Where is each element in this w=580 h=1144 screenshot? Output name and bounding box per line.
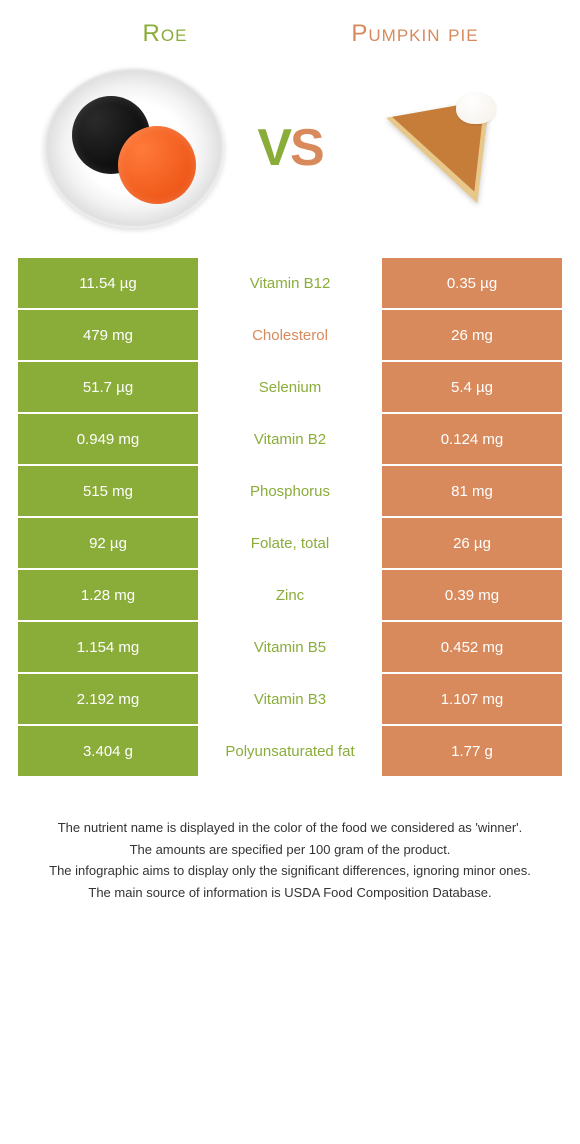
roe-image xyxy=(20,68,247,228)
value-left: 515 mg xyxy=(18,466,198,516)
value-left: 51.7 µg xyxy=(18,362,198,412)
header-titles: Roe Pumpkin pie xyxy=(0,0,580,58)
nutrient-name: Phosphorus xyxy=(198,466,382,516)
nutrient-name: Vitamin B3 xyxy=(198,674,382,724)
value-left: 92 µg xyxy=(18,518,198,568)
nutrient-name: Polyunsaturated fat xyxy=(198,726,382,776)
value-right: 81 mg xyxy=(382,466,562,516)
value-left: 2.192 mg xyxy=(18,674,198,724)
value-right: 0.35 µg xyxy=(382,258,562,308)
footer-line-3: The infographic aims to display only the… xyxy=(30,861,550,881)
value-right: 0.39 mg xyxy=(382,570,562,620)
footer-notes: The nutrient name is displayed in the co… xyxy=(0,778,580,934)
nutrient-row: 1.28 mgZinc0.39 mg xyxy=(18,570,562,622)
images-row: VS xyxy=(0,58,580,258)
nutrient-row: 92 µgFolate, total26 µg xyxy=(18,518,562,570)
value-right: 26 mg xyxy=(382,310,562,360)
nutrient-name: Vitamin B5 xyxy=(198,622,382,672)
value-left: 3.404 g xyxy=(18,726,198,776)
nutrient-name: Vitamin B12 xyxy=(198,258,382,308)
nutrient-table: 11.54 µgVitamin B120.35 µg479 mgCholeste… xyxy=(0,258,580,778)
footer-line-4: The main source of information is USDA F… xyxy=(30,883,550,903)
nutrient-name: Cholesterol xyxy=(198,310,382,360)
nutrient-row: 11.54 µgVitamin B120.35 µg xyxy=(18,258,562,310)
infographic-container: Roe Pumpkin pie VS 11.54 µgVitamin B120.… xyxy=(0,0,580,934)
nutrient-row: 515 mgPhosphorus81 mg xyxy=(18,466,562,518)
value-right: 1.107 mg xyxy=(382,674,562,724)
nutrient-row: 0.949 mgVitamin B20.124 mg xyxy=(18,414,562,466)
nutrient-row: 479 mgCholesterol26 mg xyxy=(18,310,562,362)
nutrient-row: 51.7 µgSelenium5.4 µg xyxy=(18,362,562,414)
vs-label: VS xyxy=(247,118,332,178)
food-title-right: Pumpkin pie xyxy=(290,20,540,48)
nutrient-name: Zinc xyxy=(198,570,382,620)
value-left: 11.54 µg xyxy=(18,258,198,308)
nutrient-name: Vitamin B2 xyxy=(198,414,382,464)
value-right: 0.124 mg xyxy=(382,414,562,464)
value-left: 0.949 mg xyxy=(18,414,198,464)
value-right: 0.452 mg xyxy=(382,622,562,672)
food-title-left: Roe xyxy=(40,20,290,48)
footer-line-2: The amounts are specified per 100 gram o… xyxy=(30,840,550,860)
pie-image xyxy=(333,68,560,228)
nutrient-row: 2.192 mgVitamin B31.107 mg xyxy=(18,674,562,726)
value-right: 26 µg xyxy=(382,518,562,568)
footer-line-1: The nutrient name is displayed in the co… xyxy=(30,818,550,838)
nutrient-name: Selenium xyxy=(198,362,382,412)
value-right: 1.77 g xyxy=(382,726,562,776)
nutrient-name: Folate, total xyxy=(198,518,382,568)
value-left: 1.28 mg xyxy=(18,570,198,620)
nutrient-row: 3.404 gPolyunsaturated fat1.77 g xyxy=(18,726,562,778)
value-left: 479 mg xyxy=(18,310,198,360)
value-left: 1.154 mg xyxy=(18,622,198,672)
vs-s: S xyxy=(290,119,323,177)
nutrient-row: 1.154 mgVitamin B50.452 mg xyxy=(18,622,562,674)
value-right: 5.4 µg xyxy=(382,362,562,412)
vs-v: V xyxy=(257,119,290,177)
